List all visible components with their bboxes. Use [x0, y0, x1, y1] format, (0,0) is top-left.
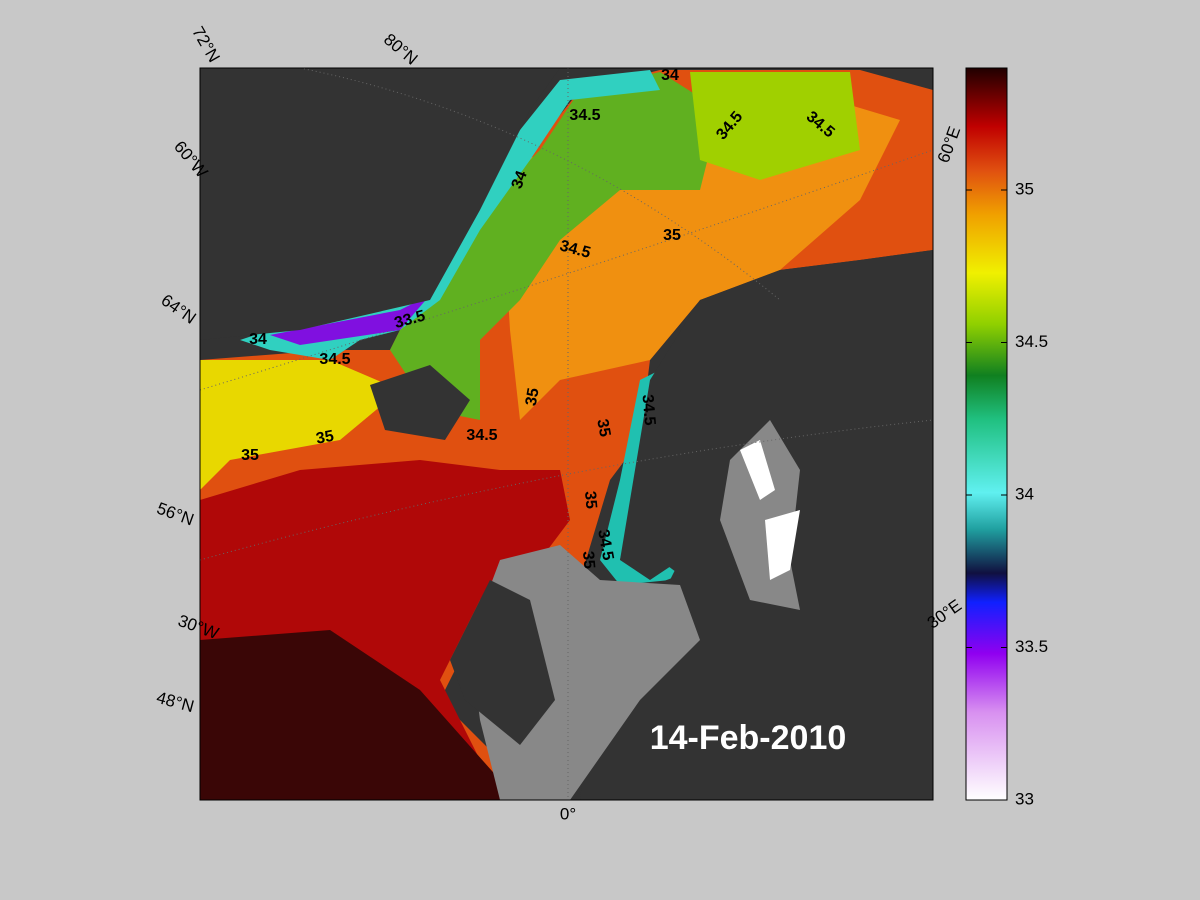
ocean [200, 630, 500, 800]
land [200, 68, 560, 340]
contour-label: 34 [509, 169, 531, 192]
ocean [390, 72, 720, 420]
colorbar-tick-label: 34.5 [1015, 332, 1048, 351]
contour-label: 35 [579, 550, 598, 569]
contour-label: 34.5 [569, 107, 600, 124]
graticule-label: 80°N [380, 30, 421, 69]
graticule-label: 72°N [188, 23, 223, 65]
map-area [200, 68, 933, 800]
graticule-label: 64°N [158, 290, 200, 327]
graticule-label: 60°E [934, 124, 965, 165]
contour-label: 34.5 [638, 394, 658, 427]
colorbar-tick-label: 33 [1015, 789, 1034, 808]
contour-label: 34.5 [319, 351, 350, 368]
contour-label: 35 [581, 490, 600, 509]
land [450, 580, 555, 745]
contour-label: 35 [523, 387, 543, 408]
contour-label: 34 [249, 331, 267, 348]
ocean [200, 360, 400, 490]
graticule-label: 0° [560, 804, 576, 823]
contour-label: 35 [593, 418, 613, 439]
contour-label: 34.5 [594, 528, 616, 562]
colorbar-tick-label: 33.5 [1015, 637, 1048, 656]
ice [765, 510, 800, 580]
colorbar-tick-label: 34 [1015, 484, 1034, 503]
contour-label: 35 [241, 447, 259, 464]
ocean [270, 295, 430, 345]
ocean [690, 72, 860, 180]
contour-label: 35 [663, 227, 681, 244]
colorbar [965, 67, 1008, 801]
graticule-label: 56°N [154, 499, 196, 530]
contour-label: 34 [661, 67, 679, 84]
ice [740, 440, 775, 500]
land [370, 365, 470, 440]
contour-label: 34.5 [466, 427, 497, 444]
contour-label: 35 [315, 428, 336, 448]
map-frame [199, 67, 934, 801]
colorbar-tick-label: 35 [1015, 179, 1034, 198]
date-label: 14-Feb-2010 [650, 719, 847, 757]
graticule-label: 48°N [154, 688, 196, 716]
